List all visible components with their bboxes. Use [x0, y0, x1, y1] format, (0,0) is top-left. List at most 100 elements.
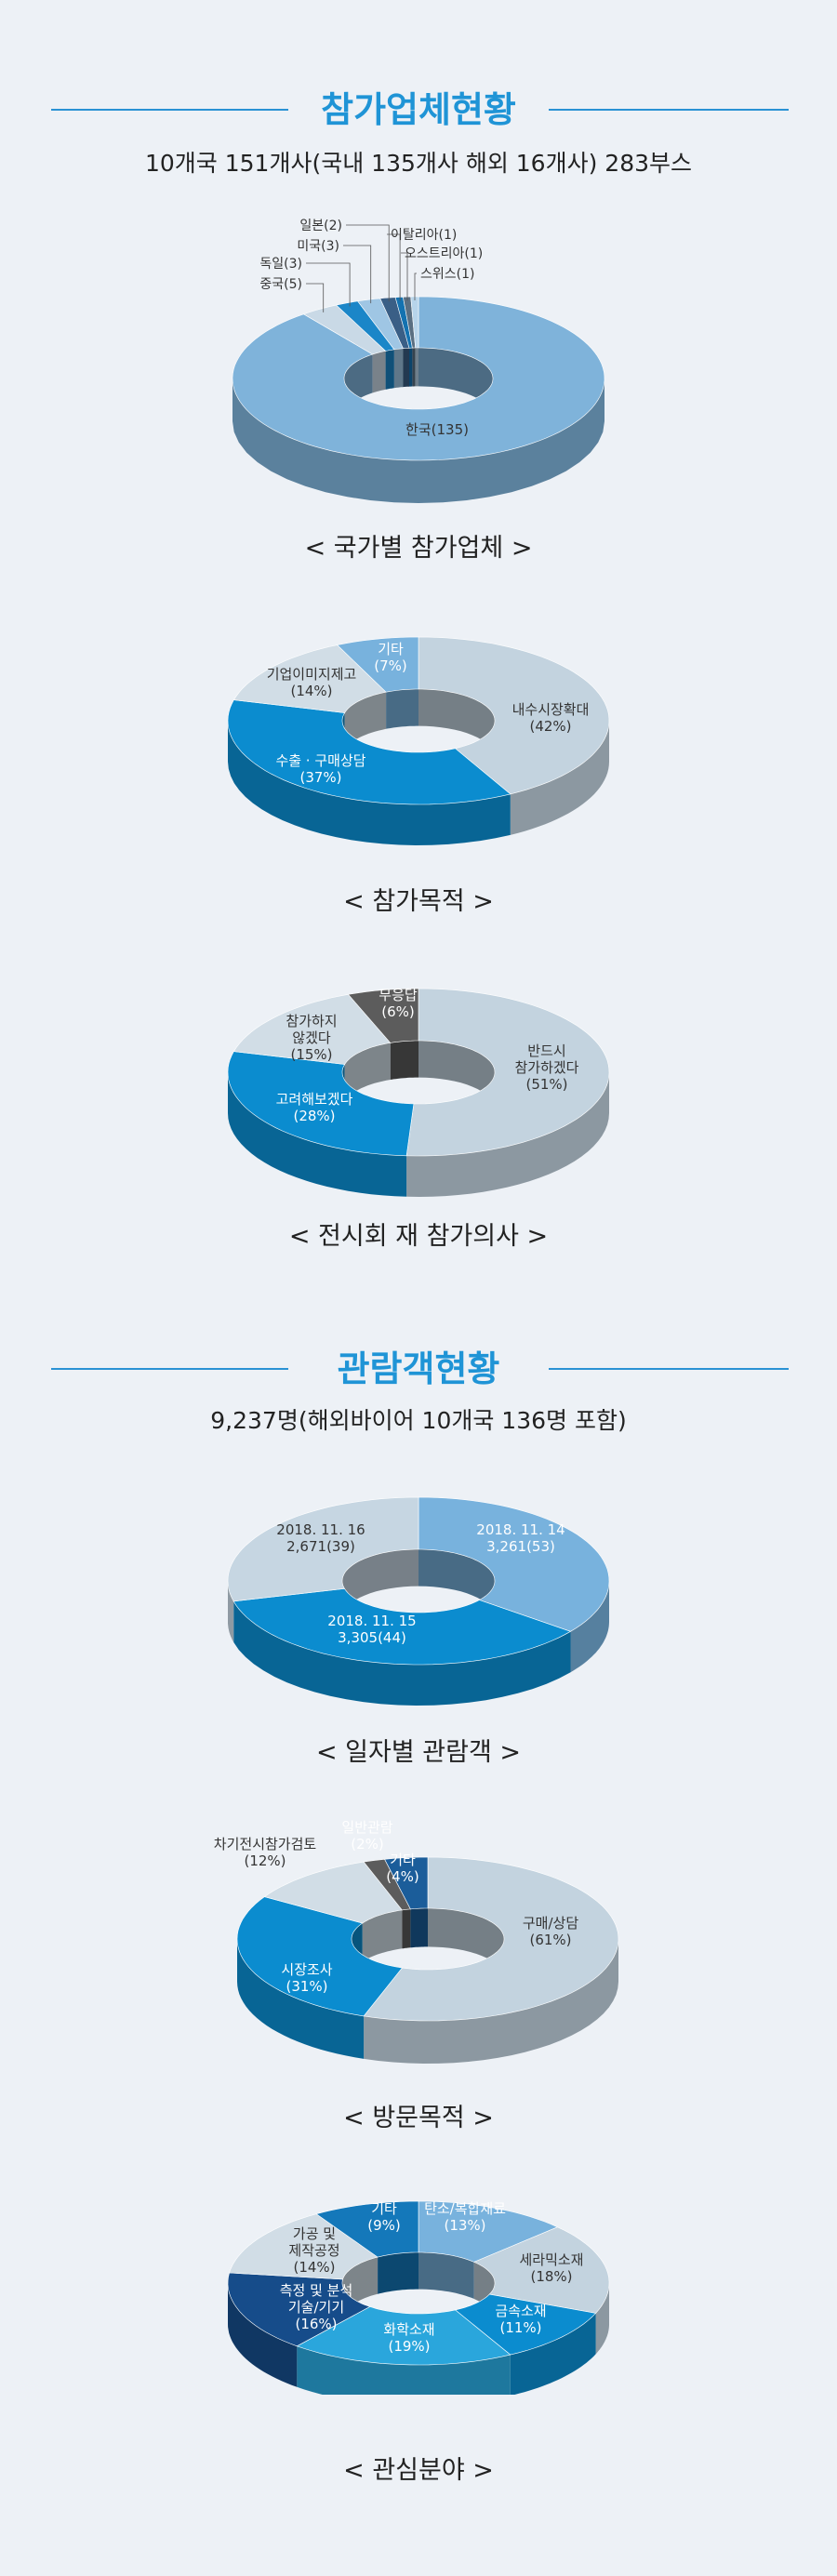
header-rule-left: [51, 109, 288, 111]
slice-label: 2018. 11. 15 3,305(44): [327, 1613, 416, 1646]
leader-line: [414, 272, 417, 300]
donut-inner-wall: [385, 349, 394, 390]
donut-inner-wall: [342, 1549, 418, 1618]
slice-label: 기타 (4%): [386, 1852, 419, 1885]
leader-line: [401, 252, 408, 301]
header-rule-left: [51, 1368, 288, 1370]
donut-inner-wall: [418, 348, 493, 418]
slice-label: 일반관람 (2%): [341, 1819, 392, 1852]
donut-inner-wall: [362, 1909, 403, 1962]
donut-side-wall: [510, 721, 609, 835]
donut-inner-wall: [418, 1041, 495, 1109]
chart-caption-reparticipation: < 전시회 재 참가의사 >: [288, 1222, 549, 1251]
slice-label: 기업이미지제고 (14%): [267, 666, 357, 699]
chart-caption-purpose: < 참가목적 >: [343, 887, 494, 916]
slice-label: 측정 및 분석 기술/기기 (16%): [280, 2282, 353, 2332]
slice-label: 기타 (9%): [367, 2200, 401, 2234]
donut-slice-3: [337, 636, 419, 693]
donut-side-wall: [406, 1072, 609, 1197]
slice-label: 일본(2): [299, 219, 342, 233]
donut-inner-wall: [403, 348, 409, 388]
donut-inner-wall: [390, 1041, 418, 1080]
daily-visitors-donut-chart: 2018. 11. 14 3,261(53) 2018. 11. 15 3,305(4…: [0, 1474, 837, 1720]
slice-label: 시장조사 (31%): [281, 1961, 332, 1995]
visitors-heading: 관람객현황: [337, 1348, 500, 1389]
chart-caption-daily: < 일자별 관람객 >: [315, 1738, 522, 1767]
donut-inner-wall: [402, 1908, 411, 1949]
donut-side-wall: [228, 2283, 298, 2387]
donut-inner-wall: [428, 1908, 504, 1978]
donut-side-wall: [228, 721, 511, 845]
header-rule-right: [549, 1368, 789, 1370]
reparticipation-donut-chart: 반드시 참가하겠다 (51%) 고려해보겠다 (28%) 참가하지 않겠다 (15%) 무응답(…: [0, 963, 837, 1204]
donut-slice-7: [410, 296, 419, 349]
slice-label: 탄소/복합재료 (13%): [424, 2200, 506, 2234]
leader-line: [343, 245, 372, 304]
donut-side-wall: [364, 1939, 618, 2064]
donut-inner-wall: [418, 689, 495, 758]
donut-inner-wall: [412, 348, 416, 387]
slice-label: 독일(3): [259, 257, 302, 272]
slice-label: 오스트리아(1): [405, 246, 483, 261]
slice-label: 화학소재 (19%): [383, 2321, 434, 2355]
slice-label: 가공 및 제작공정 (14%): [288, 2225, 339, 2276]
slice-label: 차기전시참가검토 (12%): [214, 1836, 317, 1869]
exhibitors-heading: 참가업체현황: [321, 89, 516, 130]
exhibitors-header: 참가업체현황: [0, 86, 837, 133]
slice-label: 세라믹소재 (18%): [519, 2251, 583, 2285]
slice-label: 2018. 11. 16 2,671(39): [276, 1521, 365, 1555]
donut-side-wall: [595, 2283, 609, 2355]
donut-inner-wall: [409, 348, 413, 387]
slice-label: 내수시장확대 (42%): [512, 701, 590, 735]
interest-field-donut-chart: 탄소/복합재료 (13%) 세라믹소재 (18%) 금속소재 (11%) 화학소재 (19%)…: [0, 2181, 837, 2395]
donut-inner-wall: [344, 692, 387, 750]
donut-svg: 반드시 참가하겠다 (51%) 고려해보겠다 (28%) 참가하지 않겠다 (15%) 무응답(…: [227, 987, 610, 1197]
slice-label: 한국(135): [405, 421, 469, 438]
slice-label: 기타 (7%): [374, 641, 407, 674]
chart-caption-interest: < 관심분야 >: [343, 2456, 494, 2485]
donut-svg: 탄소/복합재료 (13%) 세라믹소재 (18%) 금속소재 (11%) 화학소재 (19%)…: [227, 2200, 610, 2395]
header-rule-right: [549, 109, 789, 111]
donut-inner-wall: [418, 1549, 495, 1618]
slice-label: 중국(5): [259, 277, 302, 292]
country-donut-chart: 한국(135) 중국(5) 독일(3) 미국(3) 일본(2) 이탈리아(1) 오스트리아(…: [0, 206, 837, 504]
exhibitors-summary: 10개국 151개사(국내 135개사 해외 16개사) 283부스: [144, 150, 693, 177]
donut-inner-wall: [415, 348, 418, 387]
donut-inner-wall: [418, 2252, 474, 2299]
chart-caption-visit-purpose: < 방문목적 >: [343, 2104, 494, 2132]
donut-svg: 한국(135) 중국(5) 독일(3) 미국(3) 일본(2) 이탈리아(1) 오스트리아(…: [232, 219, 605, 503]
donut-side-wall: [232, 378, 604, 503]
slice-label: 무응답 (6%): [379, 987, 418, 1020]
donut-inner-wall: [393, 348, 404, 389]
donut-inner-wall: [344, 1042, 391, 1102]
chart-caption-country: < 국가별 참가업체 >: [304, 534, 533, 563]
slice-label: 금속소재 (11%): [495, 2303, 546, 2336]
slice-label: 구매/상담 (61%): [523, 1915, 578, 1948]
leader-line: [306, 262, 351, 307]
donut-side-wall: [510, 2313, 596, 2395]
leader-line: [346, 224, 390, 302]
donut-side-wall: [228, 1581, 234, 1642]
donut-side-wall: [237, 1939, 365, 2059]
leader-line: [306, 283, 325, 312]
slice-label: 수출 · 구매상담 (37%): [275, 752, 365, 786]
donut-inner-wall: [410, 1908, 428, 1948]
visitors-header: 관람객현황: [0, 1346, 837, 1392]
donut-slice-6: [315, 2200, 419, 2258]
donut-svg: 내수시장확대 (42%) 수출 · 구매상담 (37%) 기업이미지제고 (14%) 기타(…: [227, 636, 610, 845]
visitors-summary: 9,237명(해외바이어 10개국 136명 포함): [210, 1407, 627, 1434]
slice-label: 이탈리아(1): [391, 228, 457, 243]
donut-inner-wall: [378, 2252, 418, 2294]
donut-side-wall: [233, 1600, 571, 1706]
donut-side-wall: [570, 1581, 609, 1673]
donut-svg: 2018. 11. 14 3,261(53) 2018. 11. 15 3,305(4…: [227, 1496, 610, 1706]
donut-inner-wall: [372, 351, 386, 393]
leader-line: [387, 233, 401, 301]
slice-label: 미국(3): [297, 239, 339, 254]
donut-slice-2: [227, 1496, 419, 1602]
donut-slice-3: [347, 988, 419, 1043]
slice-label: 참가하지 않겠다 (15%): [286, 1013, 337, 1063]
visit-purpose-donut-chart: 구매/상담 (61%) 시장조사 (31%) 차기전시참가검토 (12%) 일반관람 (2%)…: [0, 1818, 837, 2069]
slice-label: 반드시 참가하겠다 (51%): [514, 1042, 578, 1093]
slice-label: 2018. 11. 14 3,261(53): [476, 1521, 565, 1555]
